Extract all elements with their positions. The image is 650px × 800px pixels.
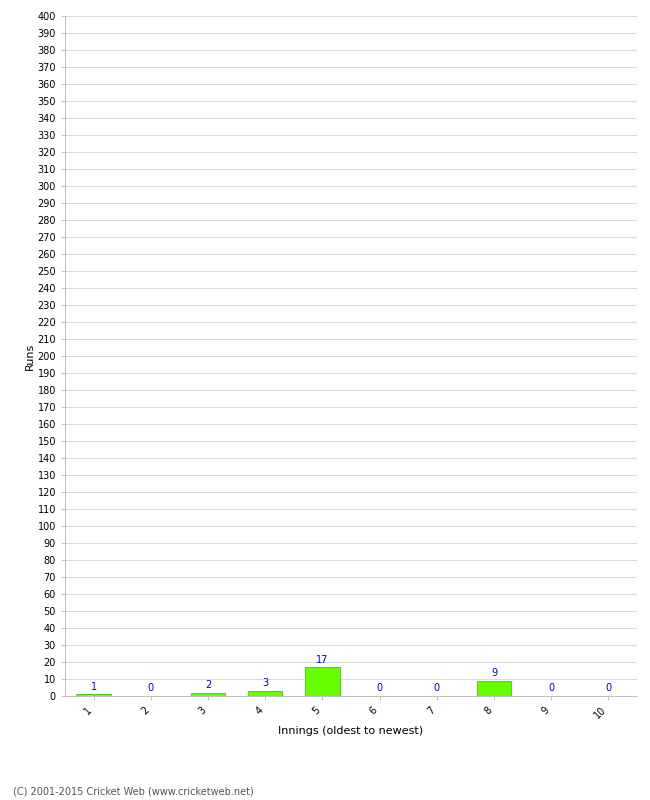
Text: 17: 17 <box>316 654 329 665</box>
Y-axis label: Runs: Runs <box>25 342 34 370</box>
Text: 2: 2 <box>205 680 211 690</box>
Bar <box>477 681 511 696</box>
Bar <box>77 694 111 696</box>
X-axis label: Innings (oldest to newest): Innings (oldest to newest) <box>278 726 424 736</box>
Bar <box>248 691 282 696</box>
Bar <box>191 693 225 696</box>
Text: 0: 0 <box>376 683 383 694</box>
Text: 0: 0 <box>434 683 440 694</box>
Text: 1: 1 <box>90 682 97 692</box>
Text: 3: 3 <box>262 678 268 688</box>
Text: 0: 0 <box>605 683 612 694</box>
Text: 9: 9 <box>491 668 497 678</box>
Text: 0: 0 <box>548 683 554 694</box>
Text: 0: 0 <box>148 683 154 694</box>
Text: (C) 2001-2015 Cricket Web (www.cricketweb.net): (C) 2001-2015 Cricket Web (www.cricketwe… <box>13 786 254 796</box>
Bar <box>306 667 339 696</box>
